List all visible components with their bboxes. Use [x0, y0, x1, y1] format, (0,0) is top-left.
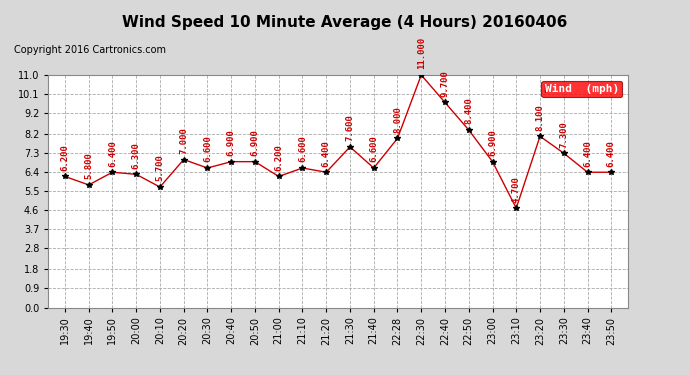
Text: 8.400: 8.400 — [464, 98, 473, 124]
Text: 8.100: 8.100 — [535, 104, 544, 131]
Text: 5.800: 5.800 — [84, 153, 93, 179]
Text: 6.400: 6.400 — [607, 140, 615, 166]
Text: 6.200: 6.200 — [61, 144, 70, 171]
Text: 8.000: 8.000 — [393, 106, 402, 133]
Text: Wind Speed 10 Minute Average (4 Hours) 20160406: Wind Speed 10 Minute Average (4 Hours) 2… — [122, 15, 568, 30]
Text: 6.600: 6.600 — [298, 136, 307, 162]
Text: 6.400: 6.400 — [108, 140, 117, 166]
Text: 5.700: 5.700 — [155, 154, 164, 182]
Text: 4.700: 4.700 — [512, 176, 521, 203]
Text: 11.000: 11.000 — [417, 37, 426, 69]
Text: 6.900: 6.900 — [488, 129, 497, 156]
Text: 6.900: 6.900 — [250, 129, 259, 156]
Text: 7.000: 7.000 — [179, 127, 188, 154]
Text: 6.900: 6.900 — [227, 129, 236, 156]
Text: 6.400: 6.400 — [583, 140, 592, 166]
Text: Copyright 2016 Cartronics.com: Copyright 2016 Cartronics.com — [14, 45, 166, 55]
Text: 6.300: 6.300 — [132, 142, 141, 169]
Text: 7.600: 7.600 — [346, 114, 355, 141]
Text: 7.300: 7.300 — [560, 121, 569, 148]
Legend: Wind  (mph): Wind (mph) — [542, 81, 622, 97]
Text: 6.200: 6.200 — [274, 144, 283, 171]
Text: 9.700: 9.700 — [440, 70, 449, 97]
Text: 6.600: 6.600 — [203, 136, 212, 162]
Text: 6.600: 6.600 — [369, 136, 378, 162]
Text: 6.400: 6.400 — [322, 140, 331, 166]
